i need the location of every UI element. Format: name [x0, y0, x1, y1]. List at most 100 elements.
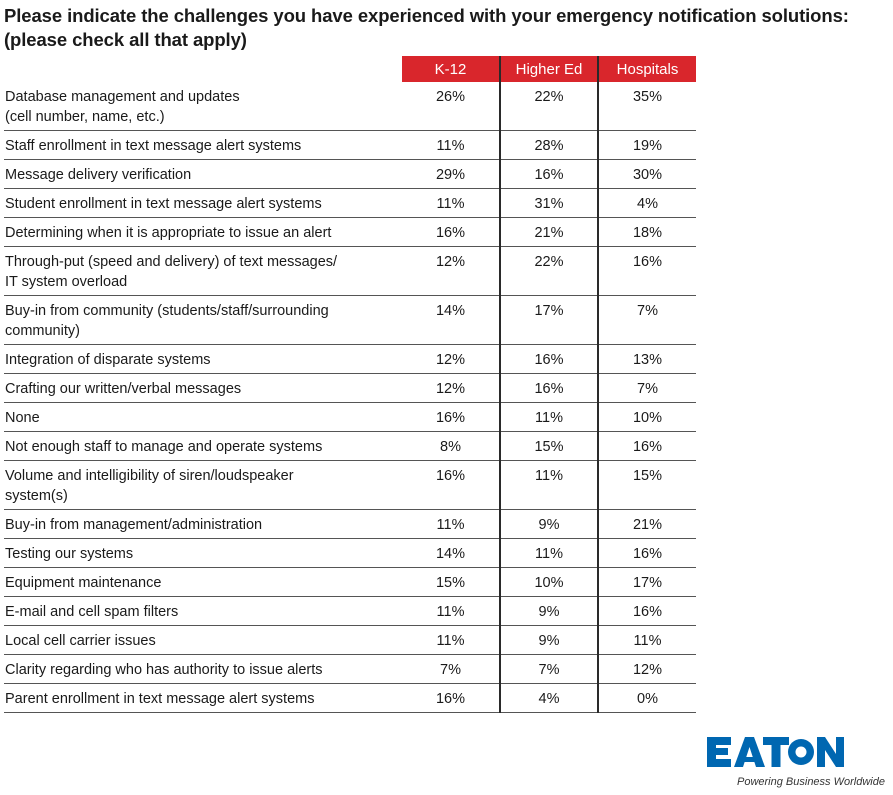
row-label-line: E-mail and cell spam filters	[5, 604, 179, 620]
row-label: Local cell carrier issues	[4, 625, 402, 655]
row-label: Through-put (speed and delivery) of text…	[4, 246, 402, 296]
row-label-line: None	[5, 410, 40, 426]
cell-higher-ed: 17%	[499, 295, 598, 345]
cell-higher-ed: 7%	[499, 654, 598, 684]
cell-k12: 15%	[402, 567, 500, 597]
cell-hospitals: 15%	[597, 460, 696, 510]
cell-hospitals: 21%	[597, 509, 696, 539]
cell-hospitals: 16%	[597, 246, 696, 296]
row-label: None	[4, 402, 402, 432]
header-k12: K-12	[402, 56, 500, 82]
cell-hospitals: 16%	[597, 538, 696, 568]
cell-higher-ed: 16%	[499, 344, 598, 374]
cell-hospitals: 16%	[597, 431, 696, 461]
table-row: Not enough staff to manage and operate s…	[4, 431, 696, 461]
row-label: Student enrollment in text message alert…	[4, 188, 402, 218]
row-label: Integration of disparate systems	[4, 344, 402, 374]
row-label-line: Buy-in from community (students/staff/su…	[5, 303, 329, 319]
cell-hospitals: 19%	[597, 130, 696, 160]
cell-hospitals: 11%	[597, 625, 696, 655]
row-label-line: Through-put (speed and delivery) of text…	[5, 254, 338, 270]
row-label: Clarity regarding who has authority to i…	[4, 654, 402, 684]
cell-k12: 12%	[402, 246, 500, 296]
cell-higher-ed: 11%	[499, 538, 598, 568]
cell-higher-ed: 16%	[499, 373, 598, 403]
row-label-line: Parent enrollment in text message alert …	[5, 691, 315, 707]
row-label-line: Buy-in from management/administration	[5, 517, 263, 533]
cell-hospitals: 7%	[597, 295, 696, 345]
title-line-1: Please indicate the challenges you have …	[4, 5, 849, 26]
cell-k12: 11%	[402, 130, 500, 160]
cell-k12: 29%	[402, 159, 500, 189]
cell-higher-ed: 28%	[499, 130, 598, 160]
row-label-line: Crafting our written/verbal messages	[5, 381, 242, 397]
row-label: Staff enrollment in text message alert s…	[4, 130, 402, 160]
cell-higher-ed: 10%	[499, 567, 598, 597]
cell-k12: 16%	[402, 217, 500, 247]
row-label-line: Determining when it is appropriate to is…	[5, 225, 332, 241]
table-row: Clarity regarding who has authority to i…	[4, 654, 696, 684]
cell-k12: 11%	[402, 509, 500, 539]
cell-k12: 12%	[402, 344, 500, 374]
row-label-line: Student enrollment in text message alert…	[5, 196, 322, 212]
table-row: Staff enrollment in text message alert s…	[4, 130, 696, 160]
cell-k12: 12%	[402, 373, 500, 403]
page-title: Please indicate the challenges you have …	[4, 4, 893, 52]
row-label-line: Local cell carrier issues	[5, 633, 156, 649]
table-row: Equipment maintenance 15% 10% 17%	[4, 567, 696, 597]
cell-higher-ed: 4%	[499, 683, 598, 713]
cell-k12: 14%	[402, 538, 500, 568]
table-row: Crafting our written/verbal messages 12% 1…	[4, 373, 696, 403]
table-header-row: K-12 Higher Ed Hospitals	[4, 56, 696, 82]
cell-higher-ed: 9%	[499, 596, 598, 626]
row-label: Parent enrollment in text message alert …	[4, 683, 402, 713]
row-label-line: Equipment maintenance	[5, 575, 162, 591]
cell-hospitals: 13%	[597, 344, 696, 374]
row-label: Testing our systems	[4, 538, 402, 568]
row-label: Volume and intelligibility of siren/loud…	[4, 460, 402, 510]
row-label-line: Clarity regarding who has authority to i…	[5, 662, 323, 678]
cell-k12: 11%	[402, 188, 500, 218]
cell-higher-ed: 15%	[499, 431, 598, 461]
cell-k12: 8%	[402, 431, 500, 461]
table-row: Testing our systems 14% 11% 16%	[4, 538, 696, 568]
cell-hospitals: 0%	[597, 683, 696, 713]
cell-k12: 7%	[402, 654, 500, 684]
cell-higher-ed: 22%	[499, 246, 598, 296]
cell-higher-ed: 11%	[499, 402, 598, 432]
cell-hospitals: 10%	[597, 402, 696, 432]
cell-higher-ed: 31%	[499, 188, 598, 218]
row-label-line: IT system overload	[5, 274, 128, 290]
header-hospitals: Hospitals	[597, 56, 696, 82]
table-body: Database management and updates (cell num…	[4, 82, 696, 713]
cell-k12: 16%	[402, 402, 500, 432]
row-label: Buy-in from community (students/staff/su…	[4, 295, 402, 345]
cell-k12: 26%	[402, 82, 500, 131]
cell-hospitals: 18%	[597, 217, 696, 247]
row-label: E-mail and cell spam filters	[4, 596, 402, 626]
row-label: Buy-in from management/administration	[4, 509, 402, 539]
table-row: Buy-in from management/administration 11%…	[4, 509, 696, 539]
cell-higher-ed: 9%	[499, 625, 598, 655]
cell-k12: 14%	[402, 295, 500, 345]
row-label: Database management and updates (cell num…	[4, 82, 402, 131]
row-label-line: Database management and updates	[5, 89, 240, 105]
row-label-line: system(s)	[5, 488, 68, 504]
cell-hospitals: 35%	[597, 82, 696, 131]
title-line-2: (please check all that apply)	[4, 29, 247, 50]
row-label-line: community)	[5, 323, 80, 339]
table-row: Database management and updates (cell num…	[4, 82, 696, 131]
row-label: Equipment maintenance	[4, 567, 402, 597]
header-blank-cell	[4, 56, 402, 82]
row-label: Not enough staff to manage and operate s…	[4, 431, 402, 461]
logo-tagline: Powering Business Worldwide	[737, 776, 885, 788]
row-label: Crafting our written/verbal messages	[4, 373, 402, 403]
row-label-line: Message delivery verification	[5, 167, 192, 183]
cell-higher-ed: 21%	[499, 217, 598, 247]
cell-higher-ed: 22%	[499, 82, 598, 131]
table-row: Buy-in from community (students/staff/su…	[4, 295, 696, 345]
cell-higher-ed: 11%	[499, 460, 598, 510]
cell-hospitals: 7%	[597, 373, 696, 403]
cell-hospitals: 16%	[597, 596, 696, 626]
table-row: Through-put (speed and delivery) of text…	[4, 246, 696, 296]
